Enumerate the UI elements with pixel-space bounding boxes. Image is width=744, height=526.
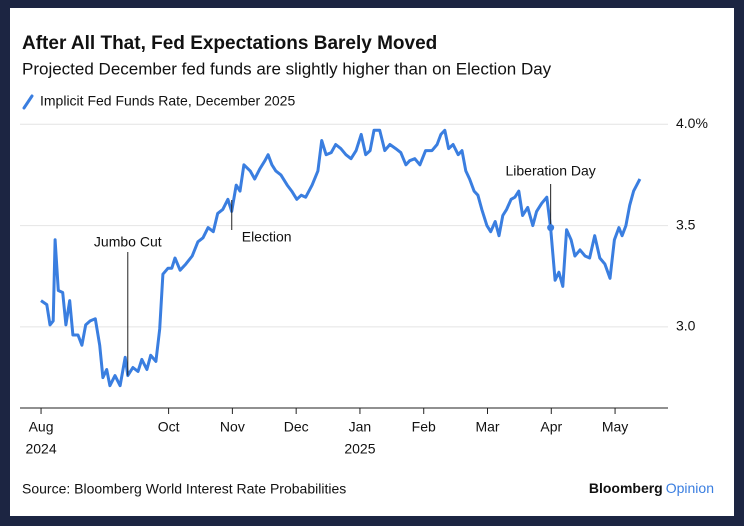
y-tick-label: 3.5 (676, 216, 696, 232)
x-tick-label: Jan (349, 419, 372, 435)
x-year-label: 2024 (25, 441, 56, 457)
x-tick-label: May (602, 419, 628, 435)
annotation-label: Election (242, 229, 292, 245)
x-tick-label: Aug (29, 419, 54, 435)
series-line (40, 128, 642, 388)
y-tick-label: 4.0% (676, 115, 708, 131)
annotation-dot (547, 224, 555, 232)
brand-name: Bloomberg (589, 480, 663, 496)
brand: Bloomberg Opinion (589, 480, 714, 496)
chart-title: After All That, Fed Expectations Barely … (22, 33, 437, 54)
x-tick-label: Oct (158, 419, 180, 435)
source: Source: Bloomberg World Interest Rate Pr… (22, 481, 346, 497)
x-tick-label: Nov (220, 419, 245, 435)
legend-swatch (22, 94, 34, 110)
x-tick-label: Dec (284, 419, 309, 435)
y-tick-label: 3.0 (676, 318, 696, 334)
x-tick-label: Apr (540, 419, 562, 435)
annotation-label: Liberation Day (506, 163, 596, 179)
x-tick-label: Feb (412, 419, 436, 435)
x-tick-label: Mar (475, 419, 499, 435)
annotation-label: Jumbo Cut (94, 234, 162, 250)
legend-label: Implicit Fed Funds Rate, December 2025 (40, 93, 295, 109)
chart-subtitle: Projected December fed funds are slightl… (22, 59, 552, 78)
brand-suffix: Opinion (666, 480, 714, 496)
x-year-label: 2025 (344, 441, 375, 457)
